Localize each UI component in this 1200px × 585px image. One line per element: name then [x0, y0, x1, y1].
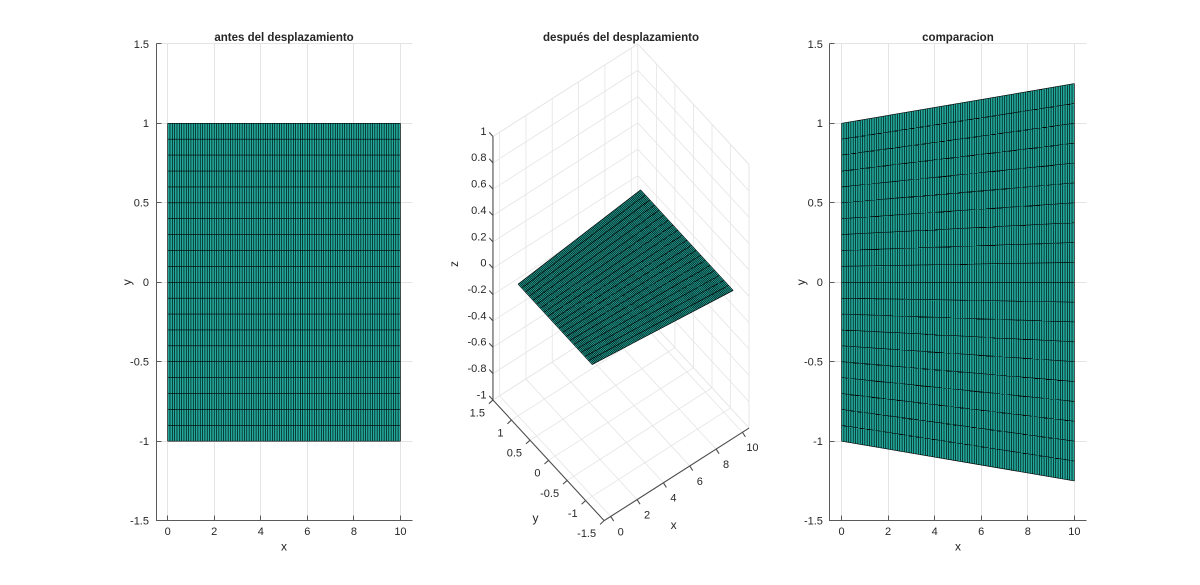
svg-text:10: 10	[746, 442, 758, 454]
svg-text:6: 6	[304, 526, 310, 538]
svg-text:-1: -1	[139, 436, 149, 448]
svg-text:antes del desplazamiento: antes del desplazamiento	[214, 32, 353, 44]
svg-text:-0.5: -0.5	[804, 357, 823, 369]
svg-text:0: 0	[838, 526, 844, 538]
svg-text:0.4: 0.4	[471, 205, 486, 217]
svg-text:-0.2: -0.2	[467, 284, 486, 296]
svg-text:8: 8	[723, 459, 729, 471]
svg-text:1: 1	[480, 126, 486, 138]
svg-text:1: 1	[143, 118, 149, 130]
svg-text:y: y	[120, 279, 134, 285]
svg-text:después del desplazamiento: después del desplazamiento	[543, 32, 699, 44]
svg-text:1: 1	[817, 118, 823, 130]
svg-text:z: z	[447, 261, 461, 267]
svg-text:x: x	[281, 540, 287, 554]
svg-text:x: x	[955, 540, 961, 554]
svg-text:-0.6: -0.6	[467, 337, 486, 349]
svg-text:0: 0	[480, 258, 486, 270]
svg-text:-1.5: -1.5	[804, 516, 823, 528]
svg-text:1.5: 1.5	[808, 39, 823, 51]
svg-text:0: 0	[817, 277, 823, 289]
svg-text:6: 6	[978, 526, 984, 538]
svg-text:x: x	[671, 518, 677, 532]
svg-text:-0.8: -0.8	[467, 363, 486, 375]
svg-text:-0.5: -0.5	[130, 357, 149, 369]
svg-text:2: 2	[211, 526, 217, 538]
svg-text:4: 4	[258, 526, 264, 538]
svg-text:1.5: 1.5	[134, 39, 149, 51]
svg-text:1.5: 1.5	[470, 407, 485, 419]
svg-text:6: 6	[697, 476, 703, 488]
svg-text:0.5: 0.5	[134, 198, 149, 210]
svg-text:0: 0	[165, 526, 171, 538]
svg-text:4: 4	[932, 526, 938, 538]
svg-text:-1: -1	[568, 508, 578, 520]
svg-text:2: 2	[885, 526, 891, 538]
svg-text:y: y	[533, 511, 539, 525]
svg-text:10: 10	[1068, 526, 1080, 538]
svg-text:y: y	[794, 279, 808, 285]
svg-text:2: 2	[644, 510, 650, 522]
svg-text:comparacion: comparacion	[922, 32, 994, 44]
svg-text:0.2: 0.2	[471, 231, 486, 243]
svg-text:4: 4	[670, 493, 676, 505]
svg-text:-1.5: -1.5	[577, 528, 596, 540]
svg-text:-1: -1	[477, 389, 487, 401]
svg-text:8: 8	[1025, 526, 1031, 538]
svg-text:0.5: 0.5	[507, 448, 522, 460]
svg-text:-0.4: -0.4	[467, 310, 486, 322]
svg-text:0: 0	[534, 468, 540, 480]
svg-text:0: 0	[143, 277, 149, 289]
svg-text:-1.5: -1.5	[130, 516, 149, 528]
svg-text:0.6: 0.6	[471, 179, 486, 191]
svg-text:10: 10	[394, 526, 406, 538]
svg-text:-1: -1	[813, 436, 823, 448]
svg-text:0: 0	[618, 526, 624, 538]
svg-text:8: 8	[351, 526, 357, 538]
svg-text:-0.5: -0.5	[540, 488, 559, 500]
svg-text:0.5: 0.5	[808, 198, 823, 210]
svg-text:0.8: 0.8	[471, 152, 486, 164]
svg-text:1: 1	[497, 427, 503, 439]
